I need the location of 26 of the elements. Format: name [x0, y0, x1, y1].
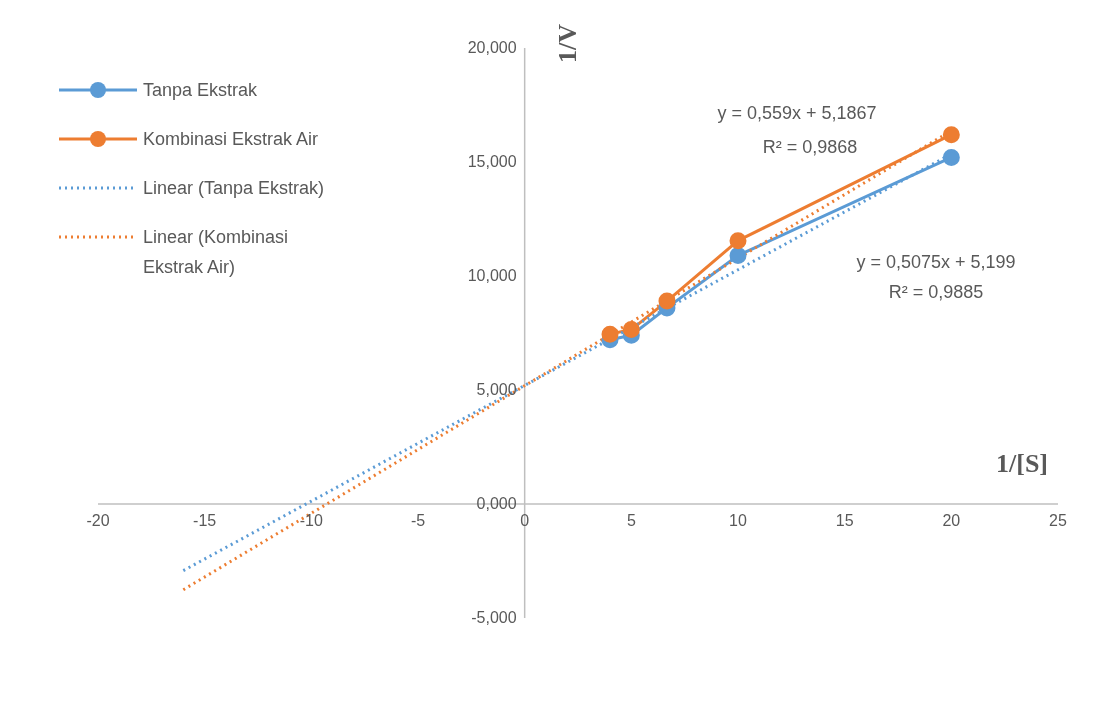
y-tick-label: 5,000 [476, 381, 517, 398]
y-tick-label: 20,000 [467, 39, 517, 56]
legend-label: Linear (Kombinasi Ekstrak Air) [143, 226, 290, 279]
x-tick-label: -10 [299, 512, 323, 529]
legend-label: Kombinasi Ekstrak Air [143, 128, 320, 151]
legend-label: Tanpa Ekstrak [143, 79, 259, 102]
y-tick-label: -5,000 [471, 609, 517, 626]
y-tick-label: 0,000 [476, 495, 517, 512]
y-tick-label: 15,000 [467, 153, 517, 170]
x-tick-label: 5 [626, 512, 636, 529]
x-tick-label: -20 [86, 512, 110, 529]
y-axis-title: 1/V [552, 24, 583, 63]
annotation: R² = 0,9868 [760, 136, 860, 158]
annotation: R² = 0,9885 [886, 281, 986, 303]
x-tick-label: 0 [520, 512, 530, 529]
x-tick-label: 25 [1049, 512, 1067, 529]
x-axis-title: 1/[S] [996, 449, 1048, 479]
legend-label: Linear (Tanpa Ekstrak) [143, 177, 326, 200]
annotation: y = 0,559x + 5,1867 [715, 102, 879, 124]
x-tick-label: 20 [942, 512, 961, 529]
x-tick-label: -15 [193, 512, 217, 529]
y-tick-label: 10,000 [467, 267, 517, 284]
x-tick-label: 15 [835, 512, 854, 529]
x-tick-label: 10 [729, 512, 747, 529]
x-tick-label: -5 [410, 512, 426, 529]
annotation: y = 0,5075x + 5,199 [854, 251, 1018, 273]
